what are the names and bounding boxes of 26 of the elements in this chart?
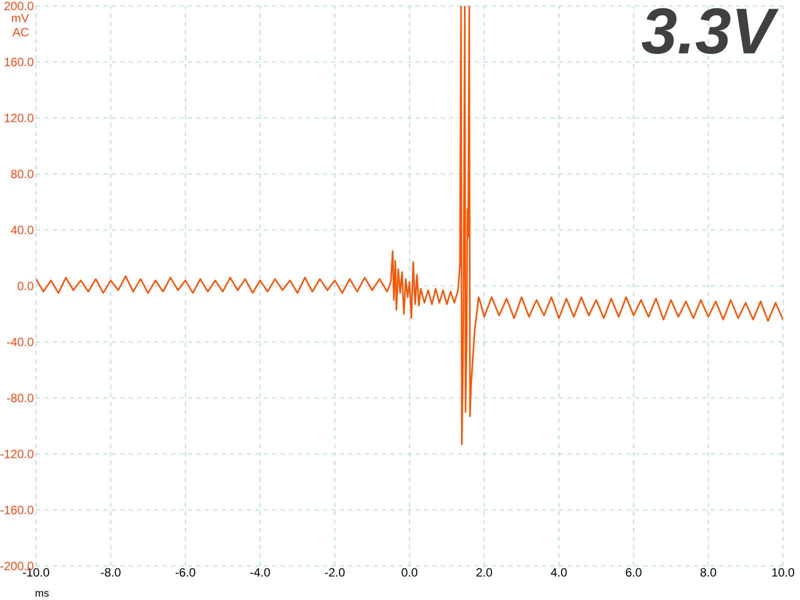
- x-tick-label: -6.0: [176, 568, 196, 577]
- y-tick-label: 80.0: [11, 170, 34, 178]
- x-tick-label: 2.0: [476, 568, 492, 577]
- line-series: [36, 6, 784, 445]
- y-tick-label: -200.0: [0, 562, 34, 570]
- y-tick-label: 200.0: [4, 2, 34, 10]
- y-tick-label: -120.0: [0, 450, 34, 458]
- x-tick-label: -4.0: [250, 568, 270, 577]
- y-axis-title: mV AC: [12, 14, 29, 36]
- x-tick-label: 8.0: [700, 568, 716, 577]
- y-tick-label: -80.0: [7, 394, 34, 402]
- x-tick-label: -10.0: [22, 568, 50, 577]
- x-tick-label: -8.0: [100, 568, 121, 577]
- y-tick-label: 120.0: [4, 114, 34, 122]
- x-tick-label: 4.0: [550, 568, 567, 577]
- y-tick-label: 0.0: [18, 282, 34, 290]
- x-tick-label: -2.0: [325, 568, 345, 577]
- y-tick-label: 40.0: [10, 226, 34, 234]
- y-tick-label: -40.0: [7, 338, 34, 346]
- x-tick-label: 10.0: [772, 568, 794, 577]
- x-tick-label: 0.0: [402, 568, 418, 577]
- y-tick-label: 160.0: [4, 58, 34, 66]
- x-tick-label: 6.0: [626, 568, 642, 577]
- y-tick-label: -160.0: [0, 506, 34, 514]
- x-axis-title: ms: [36, 590, 49, 597]
- chart-title: 3.3V: [642, 8, 779, 54]
